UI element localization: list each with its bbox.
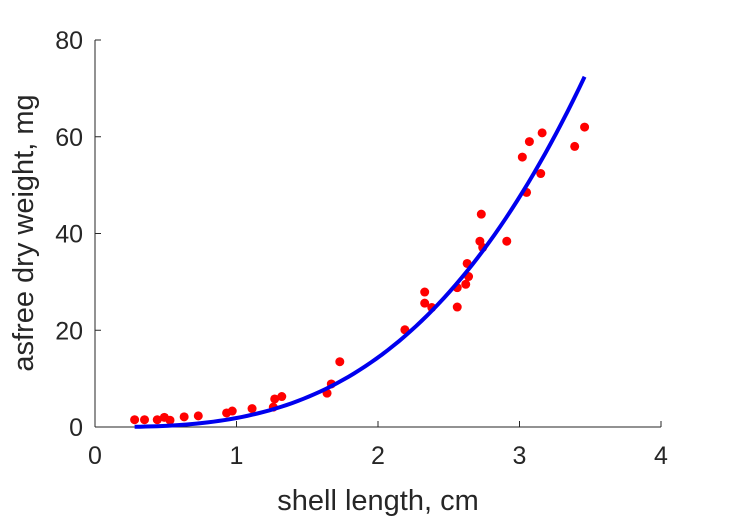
data-point xyxy=(580,122,590,132)
data-point xyxy=(524,137,534,147)
x-tick-label: 1 xyxy=(230,442,244,470)
plot-area: 0 1 2 3 4 0 20 40 60 80 xyxy=(55,27,668,470)
y-ticks: 0 20 40 60 80 xyxy=(55,27,101,442)
y-tick-label: 60 xyxy=(55,124,83,152)
data-point xyxy=(165,415,175,425)
x-tick-label: 0 xyxy=(88,442,102,470)
data-point xyxy=(179,412,189,422)
y-tick-label: 40 xyxy=(55,221,83,249)
data-point xyxy=(247,404,257,414)
data-point xyxy=(227,406,237,416)
data-point xyxy=(130,415,140,425)
y-tick-label: 0 xyxy=(69,414,83,442)
y-axis-label: asfree dry weight, mg xyxy=(8,94,40,371)
y-tick-label: 80 xyxy=(55,27,83,55)
data-point xyxy=(270,394,280,404)
y-tick-label: 20 xyxy=(55,317,83,345)
data-point xyxy=(420,287,430,297)
data-point xyxy=(502,236,512,246)
data-point xyxy=(420,298,430,308)
data-point xyxy=(476,209,486,219)
data-point xyxy=(537,128,547,138)
data-point xyxy=(193,411,203,421)
data-point xyxy=(140,415,150,425)
data-point xyxy=(461,279,471,289)
x-tick-label: 2 xyxy=(371,442,385,470)
data-point xyxy=(277,392,287,402)
data-point xyxy=(570,141,580,151)
x-tick-label: 4 xyxy=(654,442,668,470)
x-tick-label: 3 xyxy=(513,442,527,470)
series-layer xyxy=(130,75,590,429)
data-point xyxy=(152,415,162,425)
fit-curve xyxy=(134,75,587,429)
x-axis-label: shell length, cm xyxy=(277,485,479,517)
x-ticks: 0 1 2 3 4 xyxy=(88,421,668,470)
data-point xyxy=(452,302,462,312)
data-point xyxy=(536,169,546,179)
data-point xyxy=(335,357,345,367)
data-point xyxy=(517,152,527,162)
